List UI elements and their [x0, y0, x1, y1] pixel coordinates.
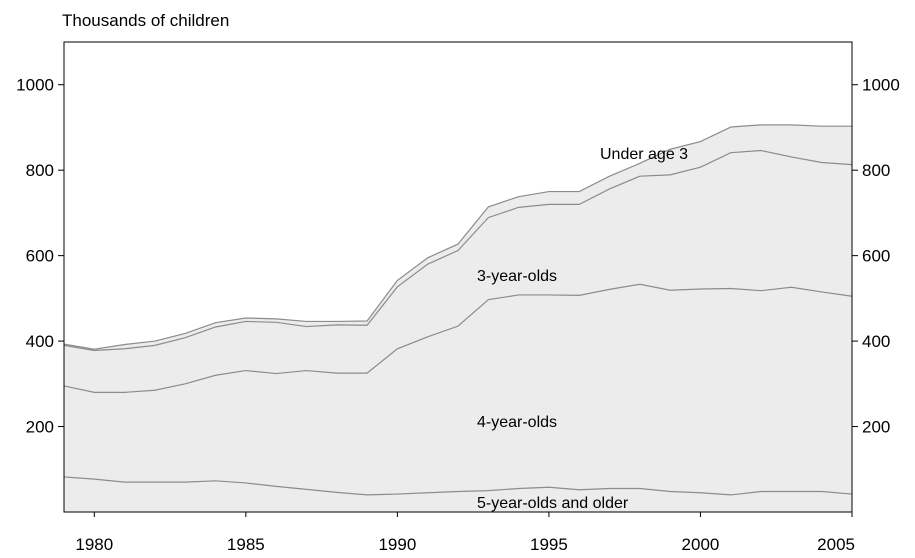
y-tick-label-right: 200	[862, 418, 890, 437]
y-tick-label-right: 800	[862, 161, 890, 180]
area-fill	[64, 124, 852, 513]
y-axis-title: Thousands of children	[62, 11, 229, 30]
series-label-4-year-olds: 4-year-olds	[477, 414, 557, 431]
x-tick-label: 2005	[817, 535, 855, 554]
y-tick-label-left: 1000	[16, 76, 54, 95]
y-tick-label-left: 400	[26, 332, 54, 351]
y-tick-label-left: 800	[26, 161, 54, 180]
plot-border	[63, 41, 853, 513]
y-tick-label-right: 1000	[862, 76, 900, 95]
x-tick-label: 1985	[227, 535, 265, 554]
y-tick-label-right: 600	[862, 247, 890, 266]
x-tick-label: 2000	[682, 535, 720, 554]
y-tick-label-left: 200	[26, 418, 54, 437]
x-tick-label: 1980	[75, 535, 113, 554]
series-line-under-age-3	[63, 124, 852, 350]
y-tick-label-left: 600	[26, 247, 54, 266]
axis-ticks: 200 200 400 400 600 600 800 800 1000 1000 1980 1985…	[16, 76, 900, 554]
y-tick-label-right: 400	[862, 332, 890, 351]
series-label-under-age-3: Under age 3	[600, 146, 688, 163]
series-label-3-year-olds: 3-year-olds	[477, 268, 557, 285]
series-line-4-year-olds	[63, 283, 853, 393]
series-line-5-year-olds-and-older	[63, 476, 853, 496]
stacked-areas	[63, 124, 853, 513]
x-tick-label: 1990	[378, 535, 416, 554]
x-tick-label: 1995	[530, 535, 568, 554]
series-line-3-year-olds	[63, 149, 853, 352]
series-label-5-year-olds-and-older: 5-year-olds and older	[477, 495, 629, 512]
plot-frame	[63, 41, 853, 513]
